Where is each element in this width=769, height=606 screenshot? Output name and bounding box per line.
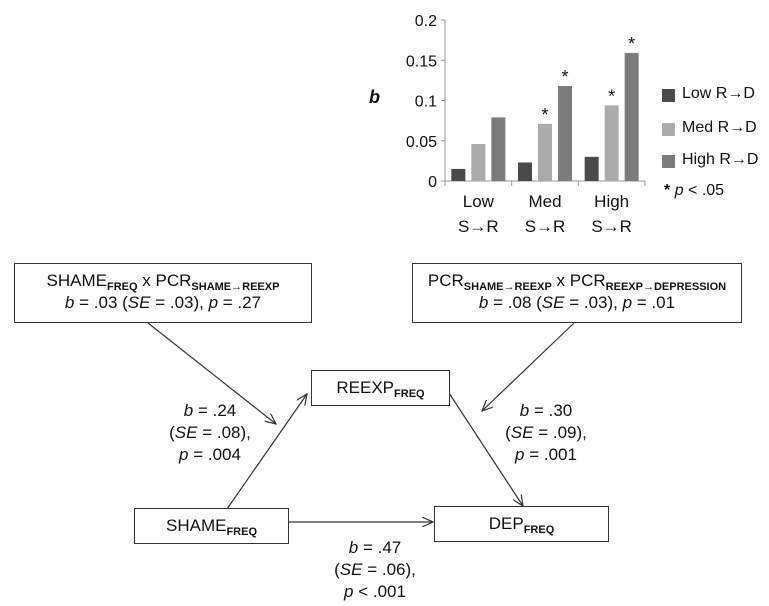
x-tick-label: High (594, 192, 629, 211)
bar (471, 143, 486, 181)
significance-marker: * (628, 34, 635, 54)
x-tick-label: Med (528, 192, 561, 211)
bar (584, 156, 599, 181)
path-c-label: b = .47 (SE = .06), p < .001 (334, 538, 416, 601)
x-tick-label: S→R (591, 217, 632, 236)
path-b-label: b = .30 (SE = .09), p = .001 (505, 401, 587, 464)
y-tick-label: 0.15 (406, 53, 437, 70)
moderator-box-left: SHAMEFREQ x PCRSHAME→REEXP b = .03 (SE =… (14, 263, 312, 323)
arrow-moderator-right-to-path-b (482, 322, 575, 411)
moderator-left-title: SHAMEFREQ x PCRSHAME→REEXP (46, 271, 280, 293)
legend-label-low: Low R→D (682, 85, 755, 102)
legend-swatch-high (662, 155, 675, 168)
y-tick-label: 0.05 (406, 134, 437, 151)
y-tick-label: 0.2 (415, 13, 437, 30)
bar (538, 123, 552, 181)
legend-label-med: Med R→D (682, 119, 757, 136)
arrow-path-b (448, 392, 523, 506)
bar-chart: 0 0.05 0.1 0.15 0.2 Low S→R * * Med S→R * * High S→R (406, 13, 646, 236)
bar (451, 168, 466, 181)
path-a-label: b = .24 (SE = .08), p = .004 (169, 401, 251, 464)
x-tick-label: S→R (458, 217, 499, 236)
moderator-box-right: PCRSHAME→REEXP x PCRREEXP→DEPRESSION b =… (412, 263, 742, 323)
moderator-right-stats: b = .08 (SE = .03), p = .01 (478, 293, 676, 312)
legend-swatch-med (662, 123, 675, 136)
significance-marker: * (561, 67, 568, 87)
significance-marker: * (608, 86, 615, 106)
x-tick-label: S→R (525, 217, 566, 236)
y-axis-label: b (369, 87, 380, 107)
moderator-left-stats: b = .03 (SE = .03), p = .27 (64, 293, 262, 312)
arrow-path-a (226, 394, 307, 510)
arrow-moderator-left-to-path-a (147, 322, 276, 424)
bar (558, 86, 572, 181)
legend-label-high: High R→D (682, 151, 759, 168)
y-tick-label: 0.1 (415, 94, 437, 111)
bar (491, 117, 506, 181)
bar (604, 105, 619, 181)
significance-marker: * (541, 105, 548, 125)
bar (518, 162, 532, 181)
legend-significance-note: * p < .05 (664, 182, 725, 199)
predictor-box: SHAMEFREQ (134, 508, 289, 544)
y-tick-label: 0 (428, 174, 437, 191)
legend-swatch-low (662, 89, 675, 102)
moderator-right-title: PCRSHAME→REEXP x PCRREEXP→DEPRESSION (427, 271, 727, 293)
mediator-box: REEXPFREQ (311, 370, 450, 406)
diagram-arrows (147, 322, 575, 522)
x-tick-label: Low (463, 192, 495, 211)
outcome-box: DEPFREQ (434, 506, 609, 542)
bar (624, 53, 639, 181)
